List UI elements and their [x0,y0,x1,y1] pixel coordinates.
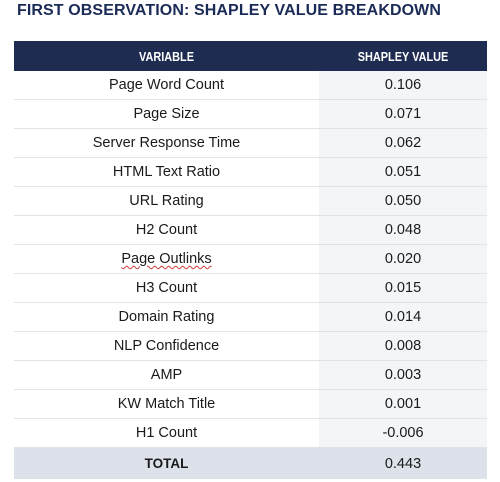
table-row: Domain Rating 0.014 [14,303,487,332]
variable-cell: H1 Count [14,419,319,447]
value-cell: 0.003 [319,361,487,389]
value-cell: 0.071 [319,100,487,128]
table-row: Page Outlinks 0.020 [14,245,487,274]
page-title: FIRST OBSERVATION: SHAPLEY VALUE BREAKDO… [16,2,442,19]
variable-cell: H2 Count [14,216,319,244]
value-cell: 0.015 [319,274,487,302]
value-cell: 0.001 [319,390,487,418]
table-row: Page Size 0.071 [14,100,487,129]
table-row: URL Rating 0.050 [14,187,487,216]
table-header: VARIABLE SHAPLEY VALUE [14,41,487,71]
variable-cell: Server Response Time [14,129,319,157]
table-row: HTML Text Ratio 0.051 [14,158,487,187]
variable-cell: Domain Rating [14,303,319,331]
total-value: 0.443 [384,455,422,472]
variable-cell: HTML Text Ratio [14,158,319,186]
table-row: AMP 0.003 [14,361,487,390]
table-row: KW Match Title 0.001 [14,390,487,419]
value-cell: 0.106 [319,71,487,99]
variable-cell: Page Word Count [14,71,319,99]
table-row: H1 Count -0.006 [14,419,487,448]
value-cell: 0.020 [319,245,487,273]
table-row: H2 Count 0.048 [14,216,487,245]
variable-cell: KW Match Title [14,390,319,418]
value-cell: 0.048 [319,216,487,244]
variable-cell: H3 Count [14,274,319,302]
header-shapley-value: SHAPLEY VALUE [357,48,449,64]
variable-cell: URL Rating [14,187,319,215]
value-cell: 0.008 [319,332,487,360]
shapley-table: VARIABLE SHAPLEY VALUE Page Word Count 0… [14,41,487,479]
variable-cell: Page Size [14,100,319,128]
total-label: TOTAL [144,456,189,471]
value-cell: 0.051 [319,158,487,186]
value-cell: 0.050 [319,187,487,215]
total-row: TOTAL 0.443 [14,448,487,479]
value-cell: 0.062 [319,129,487,157]
table-row: H3 Count 0.015 [14,274,487,303]
variable-cell: Page Outlinks [14,245,319,273]
table-row: Page Word Count 0.106 [14,71,487,100]
value-cell: -0.006 [319,419,487,447]
variable-cell: NLP Confidence [14,332,319,360]
value-cell: 0.014 [319,303,487,331]
header-variable: VARIABLE [138,48,194,64]
variable-text: Page Outlinks [121,251,212,267]
variable-cell: AMP [14,361,319,389]
table-row: NLP Confidence 0.008 [14,332,487,361]
table-row: Server Response Time 0.062 [14,129,487,158]
